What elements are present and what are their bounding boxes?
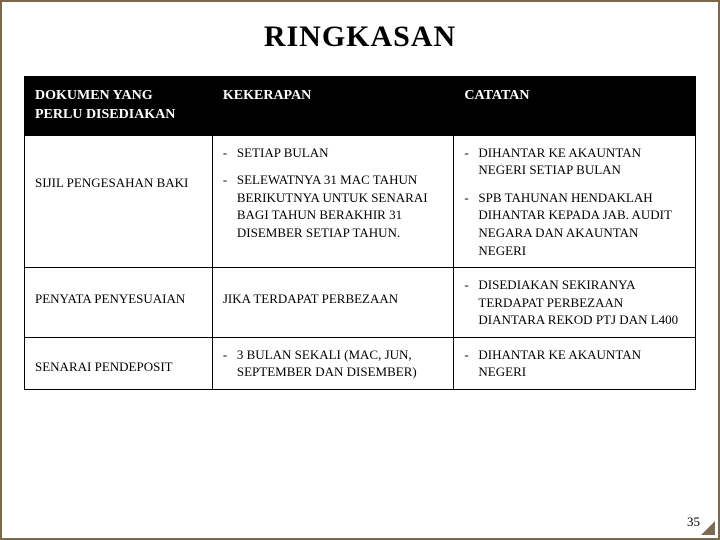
page-number: 35 <box>687 514 700 530</box>
bullet-text: SELEWATNYA 31 MAC TAHUN BERIKUTNYA UNTUK… <box>237 171 444 241</box>
cell-dokumen: SIJIL PENGESAHAN BAKI <box>25 135 213 267</box>
cell-kekerapan: JIKA TERDAPAT PERBEZAAN <box>212 268 454 338</box>
dash-icon: - <box>464 144 478 179</box>
bullet-text: DISEDIAKAN SEKIRANYA TERDAPAT PERBEZAAN … <box>478 276 685 329</box>
bullet-item: - SPB TAHUNAN HENDAKLAH DIHANTAR KEPADA … <box>464 189 685 259</box>
dokumen-text: SIJIL PENGESAHAN BAKI <box>35 174 202 192</box>
dash-icon: - <box>464 346 478 381</box>
dokumen-text: SENARAI PENDEPOSIT <box>35 358 202 376</box>
bullet-item: - SELEWATNYA 31 MAC TAHUN BERIKUTNYA UNT… <box>223 171 444 241</box>
bullet-item: - SETIAP BULAN <box>223 144 444 162</box>
bullet-text: SPB TAHUNAN HENDAKLAH DIHANTAR KEPADA JA… <box>478 189 685 259</box>
summary-table: DOKUMEN YANG PERLU DISEDIAKAN KEKERAPAN … <box>24 76 696 390</box>
cell-catatan: - DIHANTAR KE AKAUNTAN NEGERI <box>454 337 696 389</box>
kekerapan-plain: JIKA TERDAPAT PERBEZAAN <box>223 290 444 308</box>
cell-catatan: - DIHANTAR KE AKAUNTAN NEGERI SETIAP BUL… <box>454 135 696 267</box>
bullet-item: - DIHANTAR KE AKAUNTAN NEGERI SETIAP BUL… <box>464 144 685 179</box>
table-row: SIJIL PENGESAHAN BAKI - SETIAP BULAN - S… <box>25 135 696 267</box>
dash-icon: - <box>223 346 237 381</box>
bullet-item: - DIHANTAR KE AKAUNTAN NEGERI <box>464 346 685 381</box>
cell-kekerapan: - SETIAP BULAN - SELEWATNYA 31 MAC TAHUN… <box>212 135 454 267</box>
bullet-text: DIHANTAR KE AKAUNTAN NEGERI SETIAP BULAN <box>478 144 685 179</box>
corner-fold-icon <box>701 521 715 535</box>
dash-icon: - <box>464 189 478 259</box>
cell-catatan: - DISEDIAKAN SEKIRANYA TERDAPAT PERBEZAA… <box>454 268 696 338</box>
table-row: SENARAI PENDEPOSIT - 3 BULAN SEKALI (MAC… <box>25 337 696 389</box>
dash-icon: - <box>223 144 237 162</box>
cell-dokumen: PENYATA PENYESUAIAN <box>25 268 213 338</box>
col-header-kekerapan: KEKERAPAN <box>212 77 454 136</box>
bullet-item: - DISEDIAKAN SEKIRANYA TERDAPAT PERBEZAA… <box>464 276 685 329</box>
table-header-row: DOKUMEN YANG PERLU DISEDIAKAN KEKERAPAN … <box>25 77 696 136</box>
cell-kekerapan: - 3 BULAN SEKALI (MAC, JUN, SEPTEMBER DA… <box>212 337 454 389</box>
dokumen-text: PENYATA PENYESUAIAN <box>35 290 202 308</box>
table-row: PENYATA PENYESUAIAN JIKA TERDAPAT PERBEZ… <box>25 268 696 338</box>
bullet-text: DIHANTAR KE AKAUNTAN NEGERI <box>478 346 685 381</box>
bullet-text: 3 BULAN SEKALI (MAC, JUN, SEPTEMBER DAN … <box>237 346 444 381</box>
col-header-dokumen: DOKUMEN YANG PERLU DISEDIAKAN <box>25 77 213 136</box>
page-title: RINGKASAN <box>24 20 696 54</box>
dash-icon: - <box>223 171 237 241</box>
col-header-catatan: CATATAN <box>454 77 696 136</box>
bullet-text: SETIAP BULAN <box>237 144 444 162</box>
bullet-item: - 3 BULAN SEKALI (MAC, JUN, SEPTEMBER DA… <box>223 346 444 381</box>
dash-icon: - <box>464 276 478 329</box>
cell-dokumen: SENARAI PENDEPOSIT <box>25 337 213 389</box>
